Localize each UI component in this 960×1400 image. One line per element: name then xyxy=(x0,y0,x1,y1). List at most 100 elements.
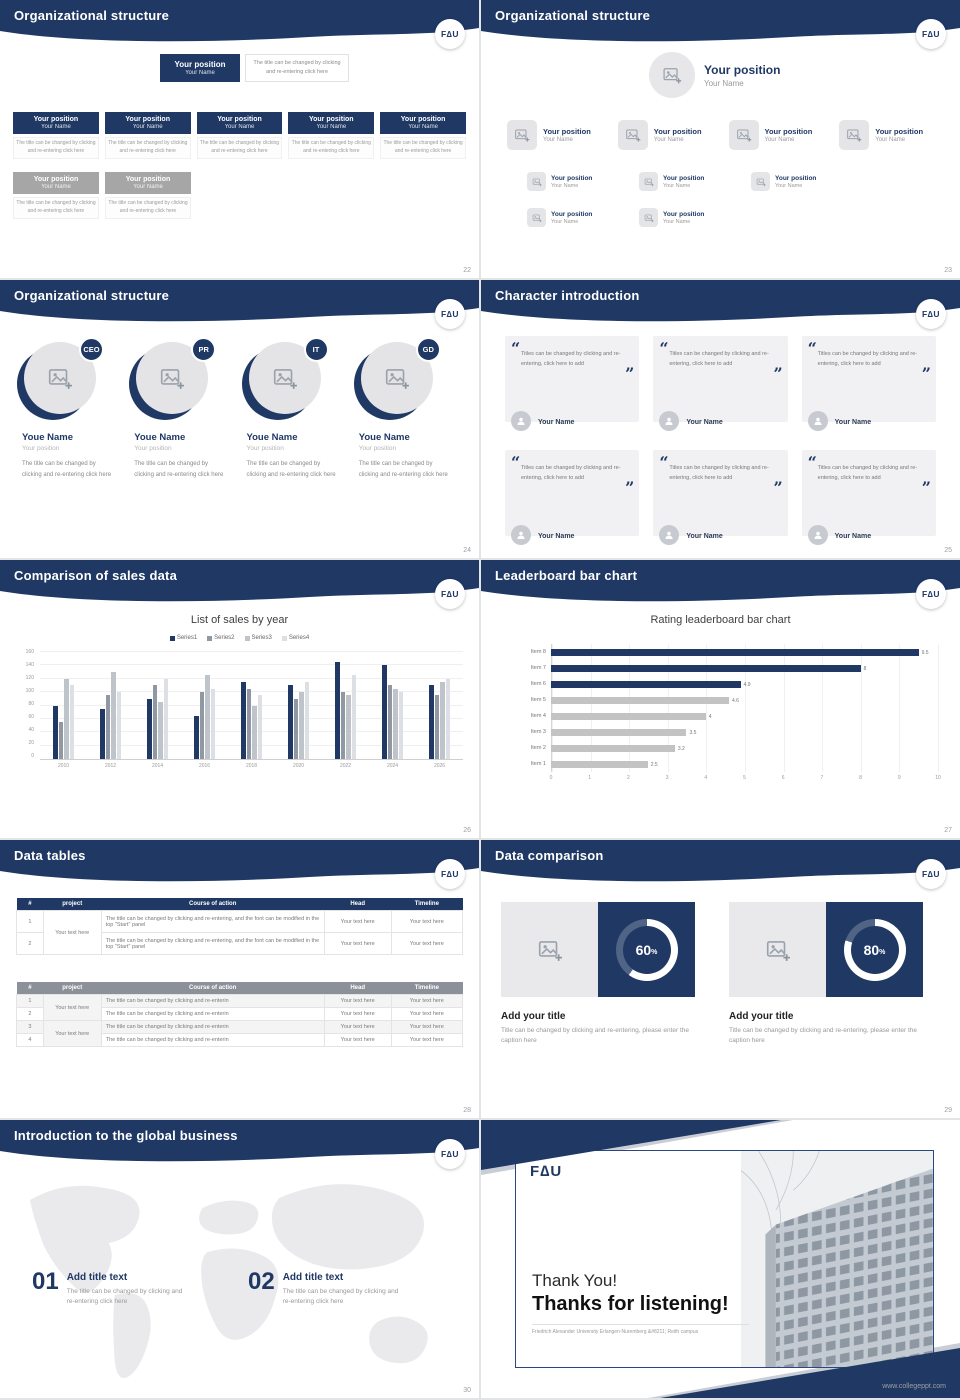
thank-you-card: F∆U xyxy=(515,1150,934,1368)
org-unit: Your position Your Name xyxy=(507,120,618,150)
table-row: 4 The title can be changed by clicking a… xyxy=(16,1033,464,1047)
bar xyxy=(246,688,251,759)
sales-groups xyxy=(40,652,463,759)
name-label: Your Name xyxy=(764,137,795,143)
slide-23-organizational-structure[interactable]: Organizational structure F∆U Your positi… xyxy=(481,0,960,278)
y-tick-label: 40 xyxy=(28,727,34,733)
slide-25-character-introduction[interactable]: Character introduction F∆U Titles can be… xyxy=(481,280,960,558)
member-description: The title can be changed by clicking and… xyxy=(134,461,224,478)
lb-gridwrap xyxy=(551,644,939,772)
person-name: Your Name xyxy=(834,533,872,540)
position-label: Your position xyxy=(663,210,705,218)
legend-label: Series2 xyxy=(214,635,235,641)
note-text: The title can be changed by clicking and… xyxy=(105,197,191,219)
bar xyxy=(252,705,257,759)
note-text: The title can be changed by clicking and… xyxy=(104,137,191,159)
slide-header: Data comparison F∆U xyxy=(481,840,960,889)
bar xyxy=(551,680,741,688)
bar xyxy=(387,685,392,759)
image-placeholder-icon xyxy=(537,937,563,963)
cell-num: 2 xyxy=(16,932,44,955)
position-label: Your position xyxy=(653,127,702,136)
category-label: Item 2 xyxy=(530,745,546,751)
quote-text: Titles can be changed by clicking and re… xyxy=(521,465,621,482)
page-number: 29 xyxy=(944,1107,952,1114)
slide-26-comparison-of-sales-data[interactable]: Comparison of sales data F∆U List of sal… xyxy=(0,560,479,838)
quote-text: Titles can be changed by clicking and re… xyxy=(817,351,918,368)
image-placeholder xyxy=(728,120,759,150)
header-band xyxy=(481,560,960,602)
item-caption: The title can be changed by clicking and… xyxy=(282,1288,399,1306)
quote-text: Titles can be changed by clicking and re… xyxy=(669,351,769,368)
position-label: Your position xyxy=(174,60,226,69)
name-label: Your Name xyxy=(551,182,579,189)
member-description: The title can be changed by clicking and… xyxy=(22,461,112,478)
column-header: Course of action xyxy=(101,982,325,995)
fau-logo-badge: F∆U xyxy=(435,859,465,889)
slide-24-organizational-structure[interactable]: Organizational structure F∆U CEO Youe Na… xyxy=(0,280,479,558)
page-number: 25 xyxy=(944,547,952,554)
name-label: Your Name xyxy=(133,184,163,190)
name-label: Your Name xyxy=(408,124,438,130)
member-position: Your position xyxy=(22,445,60,452)
header-band xyxy=(481,0,960,42)
value-label: 8 xyxy=(863,665,867,672)
org-root-note: The title can be changed by clicking and… xyxy=(245,54,349,82)
image-placeholder-icon xyxy=(514,127,530,143)
panel-caption: Title can be changed by clicking and re-… xyxy=(501,1027,690,1045)
bar xyxy=(351,675,356,759)
image-placeholder xyxy=(751,172,770,191)
fau-logo-badge: F∆U xyxy=(916,859,946,889)
building-illustration xyxy=(741,1151,933,1367)
bar xyxy=(299,692,304,759)
quote-text: Titles can be changed by clicking and re… xyxy=(817,465,918,482)
bar xyxy=(445,678,450,759)
gridline xyxy=(40,664,463,666)
fau-logo-text: F∆U xyxy=(440,589,460,599)
page-number: 22 xyxy=(463,267,471,274)
image-placeholder xyxy=(839,120,870,150)
slide-30-global-business[interactable]: Introduction to the global business F∆U … xyxy=(0,1120,479,1398)
sales-plot xyxy=(40,651,463,760)
bar-track: 3.2 xyxy=(551,744,938,752)
slide-title: Organizational structure xyxy=(14,288,170,303)
bar-track: 3.5 xyxy=(551,728,938,736)
person-icon xyxy=(813,530,823,540)
bar xyxy=(53,705,58,759)
slide-thank-you[interactable]: F∆U xyxy=(481,1120,960,1398)
cell-head: Your text here xyxy=(323,932,392,955)
slide-29-data-comparison[interactable]: Data comparison F∆U 60% Add your title T… xyxy=(481,840,960,1118)
bar xyxy=(194,715,199,759)
bar xyxy=(551,728,687,736)
bar-group xyxy=(87,652,134,759)
slide-title: Organizational structure xyxy=(495,8,651,23)
org-unit: Your position Your Name The title can be c… xyxy=(13,112,99,159)
position-label: Your position xyxy=(543,127,591,136)
leaderboard-row: Item 2 3.2 xyxy=(515,740,938,756)
quote-card: Titles can be changed by clicking and re… xyxy=(653,450,788,545)
slide-28-data-tables[interactable]: Data tables F∆U # project Course of acti… xyxy=(0,840,479,1118)
image-placeholder-icon xyxy=(765,937,791,963)
slide-header: Introduction to the global business F∆U xyxy=(0,1120,479,1169)
slide-22-organizational-structure[interactable]: Organizational structure F∆U Your positi… xyxy=(0,0,479,278)
fau-logo-badge: F∆U xyxy=(916,579,946,609)
x-tick-label: 1 xyxy=(588,775,592,781)
person-name: Your Name xyxy=(686,533,723,540)
org-unit: Your position Your Name The title can be c… xyxy=(288,112,375,159)
data-table-1: # project Course of action Head Timeline… xyxy=(16,898,464,955)
category-label: Item 3 xyxy=(530,729,546,735)
slide-header: Leaderboard bar chart F∆U xyxy=(481,560,960,609)
name-label: Your Name xyxy=(551,218,579,225)
quote-card: Titles can be changed by clicking and re… xyxy=(505,450,640,545)
table-row: 1 Your text here The title can be change… xyxy=(16,994,464,1021)
org-unit: Your position Your Name xyxy=(639,208,751,227)
bar-group xyxy=(322,652,369,759)
thank-you-caption: Friedrich Alexander University Erlangen-… xyxy=(532,1324,749,1335)
fau-logo-text: F∆U xyxy=(440,1149,460,1159)
member-position: Your position xyxy=(358,445,397,452)
role-badge: IT xyxy=(303,337,329,362)
slide-27-leaderboard-bar-chart[interactable]: Leaderboard bar chart F∆U Rating leaderb… xyxy=(481,560,960,838)
name-label: Your Name xyxy=(663,182,691,189)
name-label: Your Name xyxy=(132,124,163,130)
